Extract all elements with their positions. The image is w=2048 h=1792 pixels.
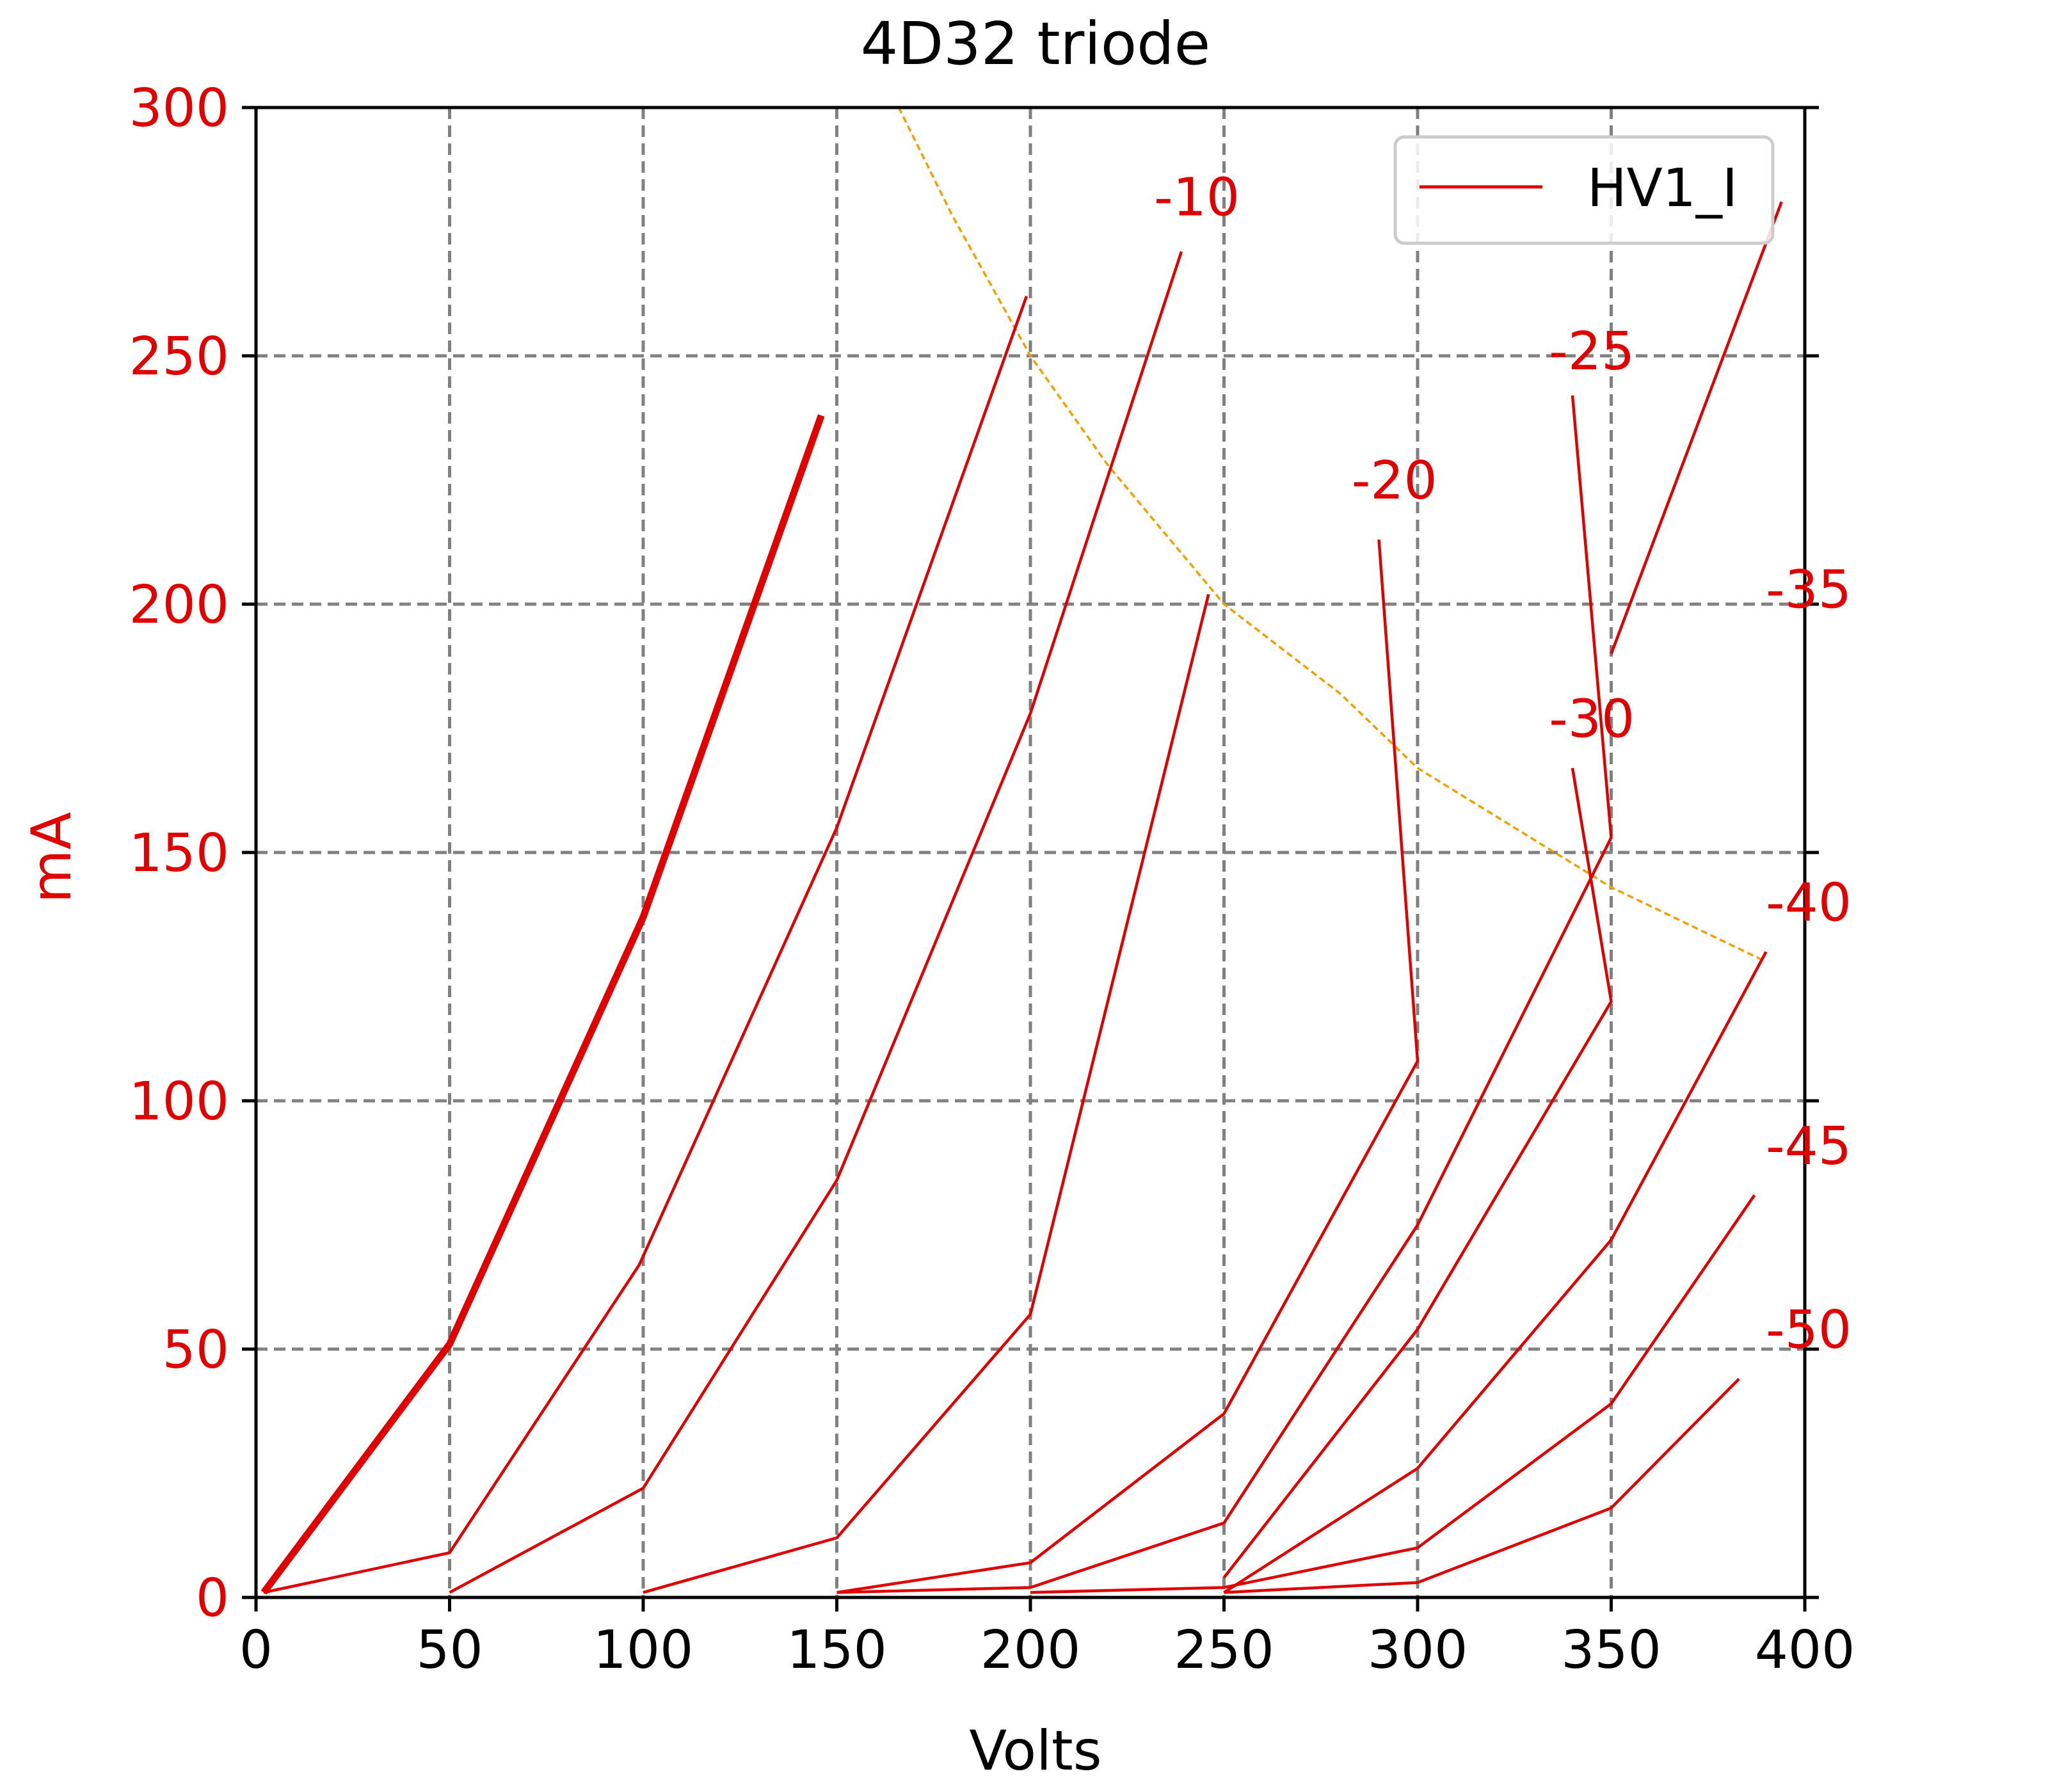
x-tick-label: 200 xyxy=(980,1620,1081,1681)
y-axis-label: mA xyxy=(20,812,84,904)
x-tick-label: 350 xyxy=(1561,1620,1661,1681)
y-tick-label: 300 xyxy=(129,78,229,139)
curve-label: -25 xyxy=(1549,321,1635,382)
curve-label: -20 xyxy=(1352,451,1437,511)
curve-label: -30 xyxy=(1549,689,1635,749)
y-tick-label: 50 xyxy=(163,1320,229,1380)
curve-label: -35 xyxy=(1766,560,1852,621)
axes: 0 50 100 150 200 250 300 350 400 0 50 100 150 200 250 3… xyxy=(129,78,1855,1681)
curve-label: -40 xyxy=(1766,873,1852,934)
plot-frame xyxy=(254,106,1807,1599)
legend: HV1_I xyxy=(1393,135,1775,245)
grid-lines xyxy=(256,108,1805,1597)
series-line xyxy=(1030,1194,1756,1594)
series-line xyxy=(1223,951,1768,1594)
series-line xyxy=(1222,767,1613,1579)
curve-label: -50 xyxy=(1766,1300,1852,1361)
chart-title: 4D32 triode xyxy=(861,10,1210,78)
x-tick-label: 150 xyxy=(787,1620,887,1681)
load-line-path xyxy=(897,107,1767,963)
series-line xyxy=(836,395,1613,1594)
x-tick-label: 100 xyxy=(593,1620,694,1681)
y-tick-label: 250 xyxy=(129,326,229,387)
series-line xyxy=(836,539,1420,1594)
curve-label: -45 xyxy=(1766,1116,1852,1177)
load-line xyxy=(897,107,1767,963)
series-line xyxy=(1610,201,1783,655)
series-line xyxy=(263,296,1028,1594)
legend-box xyxy=(1393,135,1775,245)
y-tick-label: 150 xyxy=(129,823,229,884)
series-line xyxy=(260,414,825,1595)
x-tick-label: 50 xyxy=(416,1620,483,1681)
x-tick-label: 250 xyxy=(1174,1620,1274,1681)
y-tick-label: 0 xyxy=(196,1568,229,1629)
y-tick-label: 200 xyxy=(129,575,229,636)
series-line xyxy=(643,593,1210,1594)
x-tick-label: 0 xyxy=(239,1620,273,1681)
curve-labels: -10 -20 -25 -30 -35 -40 -45 -50 xyxy=(1154,168,1852,1361)
x-axis-label: Volts xyxy=(969,1719,1101,1783)
series-lines xyxy=(260,201,1783,1595)
curve-label: -10 xyxy=(1154,168,1240,228)
legend-entry: HV1_I xyxy=(1587,158,1738,219)
x-tick-label: 300 xyxy=(1368,1620,1468,1681)
x-tick-label: 400 xyxy=(1755,1620,1855,1681)
series-line xyxy=(449,251,1183,1594)
y-tick-label: 100 xyxy=(129,1071,229,1132)
series-line xyxy=(1224,1377,1740,1594)
